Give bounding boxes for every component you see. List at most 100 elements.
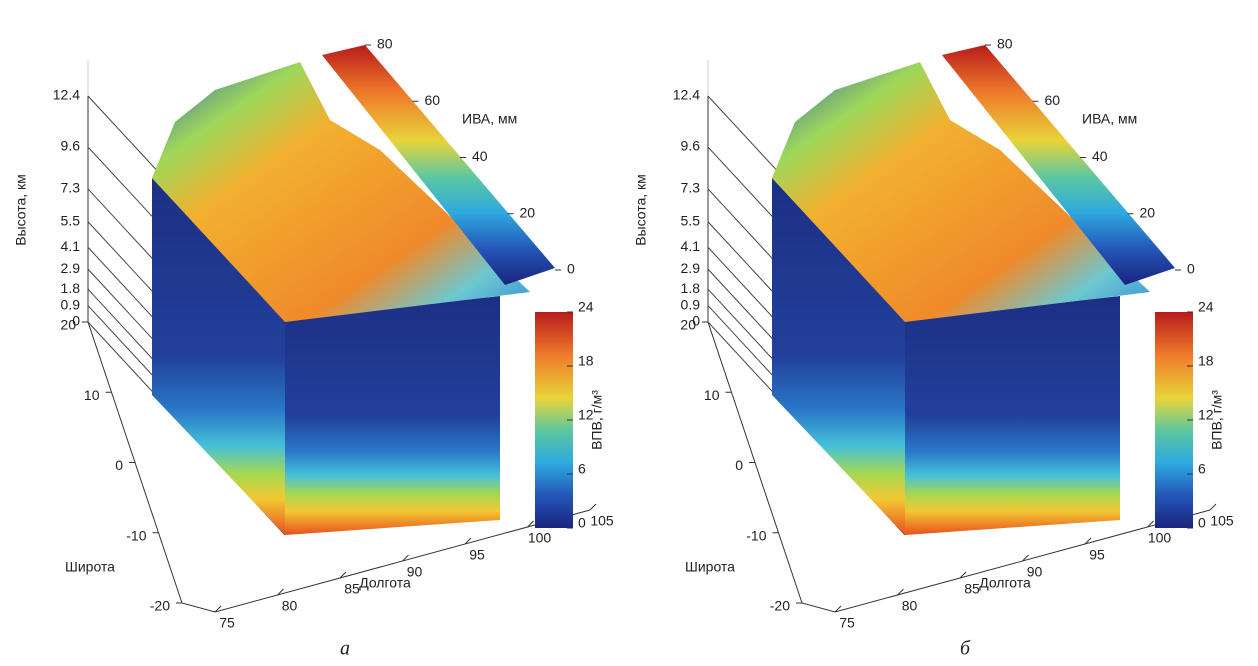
x-tick [1022, 554, 1029, 562]
z-tick-label: 5.5 [61, 212, 81, 228]
surface-colorbar [322, 45, 555, 285]
y-axis-label: Широта [65, 559, 115, 575]
z-tick-label: 9.6 [61, 138, 81, 154]
volume-colorbar [1155, 312, 1193, 528]
x-tick-label: 80 [902, 598, 918, 614]
y-tick-label: -20 [770, 598, 790, 614]
panel-caption: б [960, 638, 971, 660]
surface-colorbar [942, 45, 1175, 285]
colorbar-tick-label: 24 [578, 299, 594, 315]
x-tick [277, 588, 284, 596]
z-tick-label: 12.4 [673, 87, 700, 103]
volume-front [285, 296, 500, 535]
y-tick-label: 20 [680, 317, 696, 333]
x-tick-label: 75 [839, 615, 855, 631]
y-tick-label: 20 [60, 317, 76, 333]
x-tick-label: 100 [1148, 530, 1172, 546]
y-tick-label: 0 [735, 457, 743, 473]
z-tick-label: 0 [72, 313, 80, 329]
z-tick-label: 0.9 [681, 296, 701, 312]
x-tick [959, 571, 967, 579]
z-axis-label: Высота, км [633, 174, 649, 246]
colorbar-label: ВПВ, г/м³ [1209, 390, 1225, 450]
x-tick-label: 100 [528, 530, 552, 546]
colorbar-tick-label: 20 [1140, 204, 1156, 220]
y-tick-label: -10 [126, 527, 146, 543]
panel-caption: а [340, 638, 350, 660]
panel: 00.91.82.94.15.57.39.612.475808590951001… [13, 36, 614, 660]
colorbar-tick-label: 0 [578, 515, 586, 531]
surface [772, 62, 1150, 322]
x-tick [589, 503, 597, 511]
z-tick-label: 12.4 [53, 87, 80, 103]
panel: 00.91.82.94.15.57.39.612.475808590951001… [633, 36, 1234, 660]
x-tick-label: 85 [964, 581, 980, 597]
x-tick-label: 75 [219, 615, 235, 631]
volume-front [905, 296, 1120, 535]
z-tick-label: 4.1 [61, 238, 81, 254]
colorbar-tick-label: 60 [1045, 92, 1061, 108]
x-tick [1084, 537, 1092, 545]
x-tick [339, 571, 347, 579]
x-tick [1209, 503, 1217, 511]
y-axis-label: Широта [685, 559, 735, 575]
x-tick [402, 554, 409, 562]
z-tick-label: 9.6 [681, 138, 701, 154]
colorbar-label: ИВА, мм [1082, 111, 1137, 127]
z-tick-label: 1.8 [61, 280, 81, 296]
z-tick-label: 2.9 [681, 260, 701, 276]
x-tick-label: 90 [1027, 564, 1043, 580]
colorbar-tick-label: 6 [1198, 461, 1206, 477]
colorbar-tick-label: 40 [1092, 148, 1108, 164]
colorbar-tick-label: 6 [578, 461, 586, 477]
x-tick-label: 105 [590, 513, 614, 529]
x-tick [527, 520, 534, 528]
x-tick-label: 95 [1089, 547, 1105, 563]
colorbar-tick-label: 20 [520, 204, 536, 220]
colorbar-tick-label: 0 [1187, 261, 1195, 277]
z-tick-label: 1.8 [681, 280, 701, 296]
x-tick [214, 605, 222, 613]
y-tick-label: 10 [84, 387, 100, 403]
colorbar-tick-label: 24 [1198, 299, 1214, 315]
colorbar-label: ВПВ, г/м³ [589, 390, 605, 450]
colorbar-label: ИВА, мм [462, 111, 517, 127]
colorbar-tick-label: 80 [377, 36, 393, 52]
z-tick-label: 0.9 [61, 296, 81, 312]
y-tick-label: -20 [150, 598, 170, 614]
colorbar-tick-label: 18 [578, 353, 594, 369]
x-tick [897, 588, 904, 596]
z-tick-label: 0 [692, 313, 700, 329]
x-tick-label: 90 [407, 564, 423, 580]
x-tick [834, 605, 842, 613]
volume-colorbar [535, 312, 573, 528]
x-tick-label: 105 [1210, 513, 1234, 529]
y-tick-label: -10 [746, 527, 766, 543]
x-axis-label: Долгота [979, 575, 1031, 591]
z-tick-label: 2.9 [61, 260, 81, 276]
colorbar-tick-label: 60 [425, 92, 441, 108]
z-tick-label: 7.3 [61, 180, 81, 196]
surface [152, 62, 530, 322]
z-axis-label: Высота, км [13, 174, 29, 246]
x-tick [464, 537, 472, 545]
x-tick-label: 85 [344, 581, 360, 597]
y-tick-label: 0 [115, 457, 123, 473]
y-tick-label: 10 [704, 387, 720, 403]
colorbar-tick-label: 80 [997, 36, 1013, 52]
volume-side [772, 178, 905, 535]
colorbar-tick-label: 12 [1198, 407, 1214, 423]
z-tick-label: 4.1 [681, 238, 701, 254]
colorbar-tick-label: 0 [567, 261, 575, 277]
colorbar-tick-label: 0 [1198, 515, 1206, 531]
volume-side [152, 178, 285, 535]
z-tick-label: 5.5 [681, 212, 701, 228]
colorbar-tick-label: 12 [578, 407, 594, 423]
x-tick-label: 80 [282, 598, 298, 614]
x-tick [1147, 520, 1154, 528]
x-axis-label: Долгота [359, 575, 411, 591]
z-tick-label: 7.3 [681, 180, 701, 196]
x-tick-label: 95 [469, 547, 485, 563]
colorbar-tick-label: 40 [472, 148, 488, 164]
